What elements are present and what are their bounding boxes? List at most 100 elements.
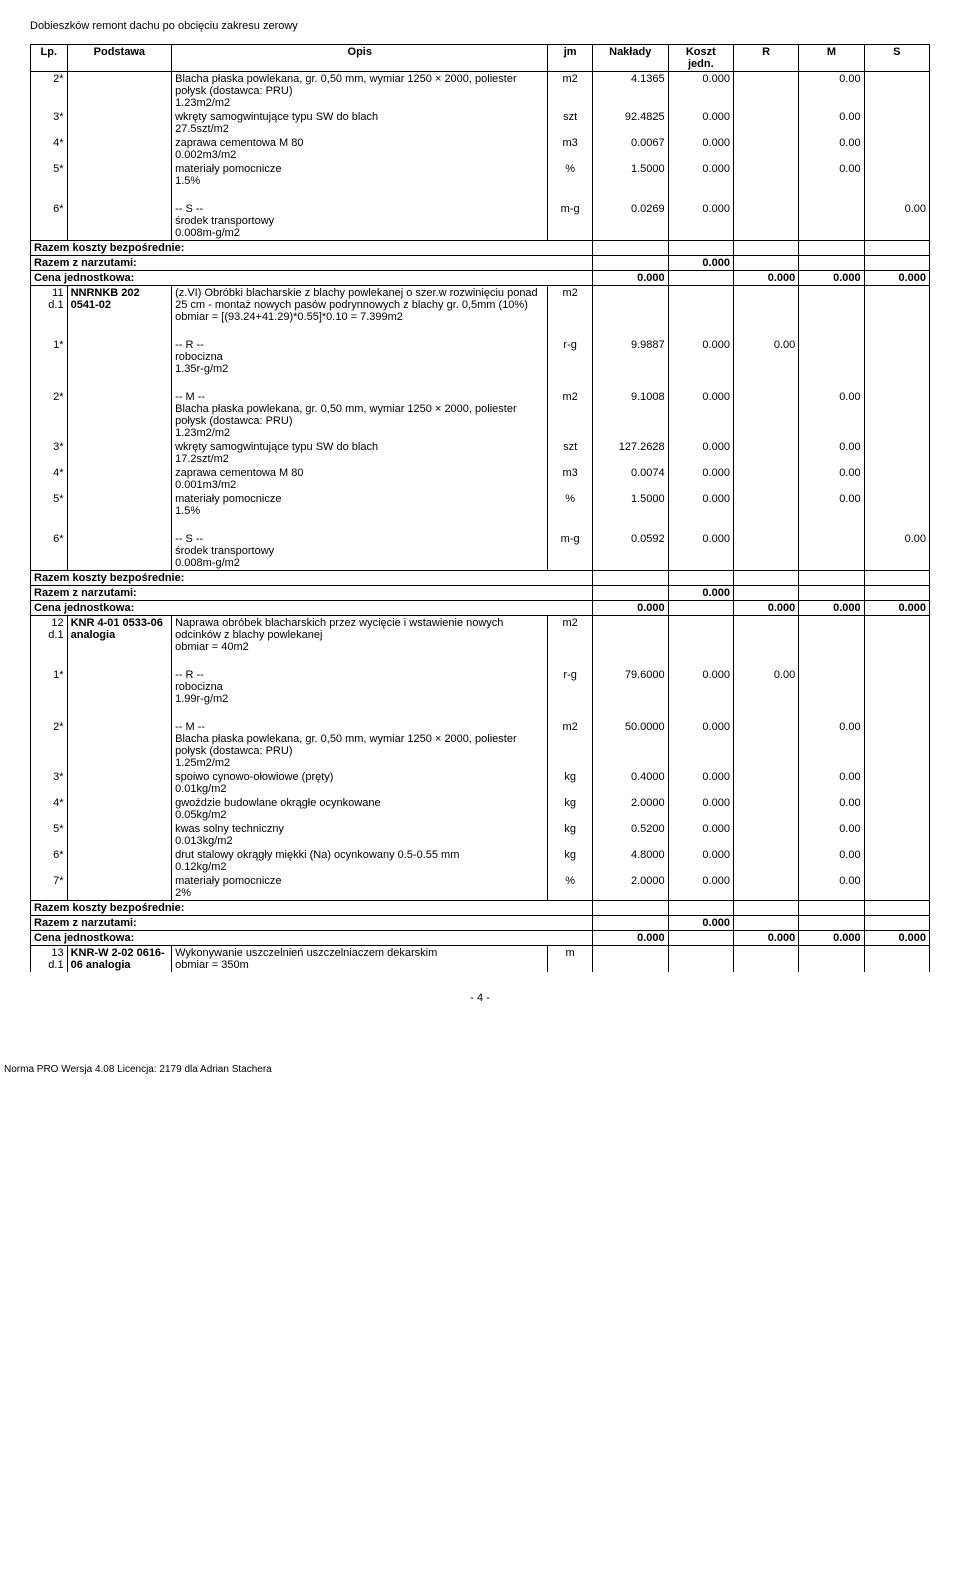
cell: 0.000 [668, 440, 733, 466]
cell: 3* [31, 770, 68, 796]
cell: 1.5000 [592, 162, 668, 188]
cell [668, 616, 733, 655]
cell [733, 136, 798, 162]
summary-label: Razem z narzutami: [31, 256, 593, 271]
cell: NNRNKB 202 0541-02 [67, 286, 172, 325]
cell: 0.00 [799, 162, 864, 188]
col-jm: jm [548, 45, 592, 72]
cell [864, 338, 929, 376]
cell [592, 946, 668, 973]
cell: 7* [31, 874, 68, 901]
cell: KNR 4-01 0533-06 analogia [67, 616, 172, 655]
cell: 6* [31, 848, 68, 874]
table-row: Razem koszty bezpośrednie: [31, 901, 930, 916]
table-row: 5*materiały pomocnicze 1.5%%1.50000.0000… [31, 492, 930, 518]
cell [733, 796, 798, 822]
cell: 4.8000 [592, 848, 668, 874]
cell: r-g [548, 668, 592, 706]
cell [864, 492, 929, 518]
cell [733, 770, 798, 796]
table-row [31, 654, 930, 668]
page-number: - 4 - [30, 992, 930, 1004]
cell: 0.000 [668, 72, 733, 111]
cell: kg [548, 770, 592, 796]
cell: 0.000 [668, 466, 733, 492]
cell [799, 946, 864, 973]
cell [864, 162, 929, 188]
cell: m [548, 946, 592, 973]
cell: szt [548, 440, 592, 466]
table-row: 6*drut stalowy okrągły miękki (Na) ocynk… [31, 848, 930, 874]
cell [67, 720, 172, 770]
table-row: 6*-- S -- środek transportowy 0.008m-g/m… [31, 202, 930, 241]
cell [67, 874, 172, 901]
cell [67, 202, 172, 241]
cell: 0.000 [668, 338, 733, 376]
table-row: 4* zaprawa cementowa M 80 0.001m3/m2m3 0.0… [31, 466, 930, 492]
cell [733, 822, 798, 848]
cell [733, 72, 798, 111]
cell: 12 d.1 [31, 616, 68, 655]
cell: 0.000 [668, 202, 733, 241]
cell: Blacha płaska powlekana, gr. 0,50 mm, wy… [172, 72, 548, 111]
cell [67, 466, 172, 492]
cell [67, 162, 172, 188]
cell [67, 668, 172, 706]
cell [67, 110, 172, 136]
table-row: Cena jednostkowa:0.0000.0000.0000.000 [31, 931, 930, 946]
cell: 92.4825 [592, 110, 668, 136]
summary-label: Cena jednostkowa: [31, 271, 593, 286]
table-row [31, 324, 930, 338]
table-row: 1*-- R -- robocizna 1.99r-g/m2r-g79.6000… [31, 668, 930, 706]
cell: 0.000 [668, 532, 733, 571]
cell: szt [548, 110, 592, 136]
cell: (z.VI) Obróbki blacharskie z blachy powl… [172, 286, 548, 325]
cell: -- S -- środek transportowy 0.008m-g/m2 [172, 532, 548, 571]
cell: 0.00 [864, 532, 929, 571]
cell [864, 874, 929, 901]
cell: 0.00 [733, 668, 798, 706]
summary-label: Cena jednostkowa: [31, 931, 593, 946]
cell: 2* [31, 72, 68, 111]
col-podstawa: Podstawa [67, 45, 172, 72]
cell: m2 [548, 390, 592, 440]
cell: 5* [31, 162, 68, 188]
footer-text: Norma PRO Wersja 4.08 Licencja: 2179 dla… [0, 1064, 960, 1075]
cell: 4.1365 [592, 72, 668, 111]
cell [733, 532, 798, 571]
summary-label: Cena jednostkowa: [31, 601, 593, 616]
cell: m2 [548, 720, 592, 770]
cell [799, 668, 864, 706]
cell: 3* [31, 110, 68, 136]
cell: m2 [548, 286, 592, 325]
cell [733, 286, 798, 325]
cell: 2.0000 [592, 796, 668, 822]
table-row: 2* Blacha płaska powlekana, gr. 0,50 mm, … [31, 72, 930, 111]
cell: 0.00 [799, 72, 864, 111]
col-m: M [799, 45, 864, 72]
summary-label: Razem z narzutami: [31, 586, 593, 601]
cell: 0.00 [799, 466, 864, 492]
cell: -- S -- środek transportowy 0.008m-g/m2 [172, 202, 548, 241]
cell: -- R -- robocizna 1.35r-g/m2 [172, 338, 548, 376]
cell: % [548, 162, 592, 188]
cell [864, 720, 929, 770]
cell: m2 [548, 72, 592, 111]
cell: 0.000 [668, 822, 733, 848]
table-row: Cena jednostkowa:0.0000.0000.0000.000 [31, 601, 930, 616]
cell: 4* [31, 466, 68, 492]
cell: m3 [548, 466, 592, 492]
cell [864, 286, 929, 325]
cell [733, 874, 798, 901]
cell [67, 492, 172, 518]
table-row: 5*kwas solny techniczny 0.013kg/m2kg0.52… [31, 822, 930, 848]
cell: 1.5000 [592, 492, 668, 518]
cell [864, 796, 929, 822]
cell: 127.2628 [592, 440, 668, 466]
table-header-row: Lp. Podstawa Opis jm Nakłady Koszt jedn.… [31, 45, 930, 72]
cell: zaprawa cementowa M 80 0.001m3/m2 [172, 466, 548, 492]
cell [733, 440, 798, 466]
cell [592, 616, 668, 655]
cell [864, 822, 929, 848]
table-row [31, 188, 930, 202]
